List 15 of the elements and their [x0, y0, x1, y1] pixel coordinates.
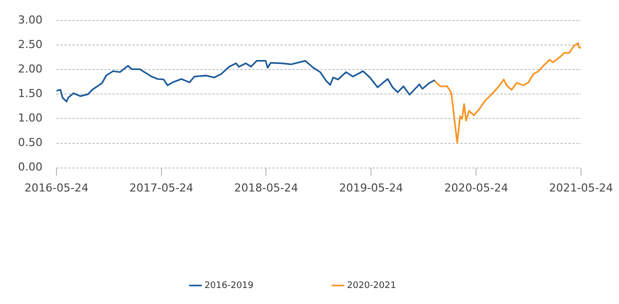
x-tick-label: 2018-05-24	[234, 181, 298, 194]
x-tick-label: 2019-05-24	[339, 181, 404, 194]
y-tick-label: 2.50	[18, 38, 42, 51]
x-tick-label: 2017-05-24	[129, 181, 194, 194]
x-tick-label: 2016-05-24	[24, 181, 88, 194]
y-tick-label: 1.00	[18, 112, 42, 125]
y-tick-label: 0.00	[18, 160, 42, 174]
y-tick-label: 0.50	[18, 136, 42, 150]
legend-label: 2020-2021	[347, 280, 396, 291]
y-tick-label: 1.50	[18, 87, 42, 100]
y-tick-label: 3.00	[18, 13, 42, 26]
x-tick-label: 2020-05-24	[444, 181, 508, 194]
x-tick-label: 2021-05-24	[549, 181, 614, 194]
y-tick-label: 2.00	[18, 62, 42, 76]
legend-label: 2016-2019	[204, 280, 254, 291]
